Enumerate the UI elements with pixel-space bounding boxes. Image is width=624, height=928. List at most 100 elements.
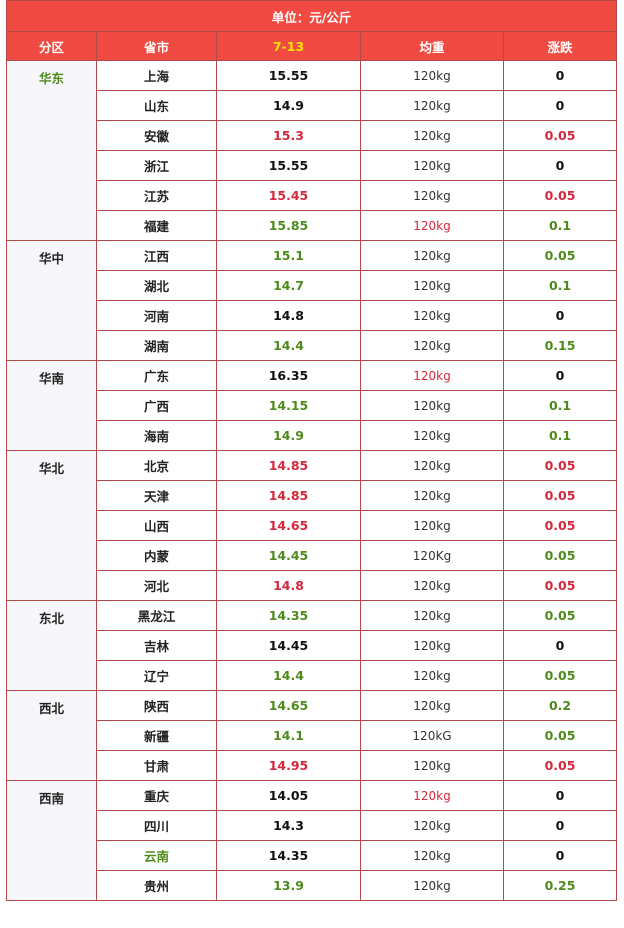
province-cell: 新疆 [96,720,217,751]
table-row: 内蒙 14.45 120Kg 0.05 [7,540,618,571]
weight-cell: 120kg [360,870,504,901]
province-cell: 天津 [96,480,217,511]
price-cell: 14.35 [216,600,361,631]
table-row: 河南 14.8 120kg 0 [7,300,618,331]
table-row: 福建 15.85 120kg 0.1 [7,210,618,241]
weight-cell: 120kg [360,780,504,811]
table-row: 华南 广东 16.35 120kg 0 [6,360,618,451]
price-cell: 14.45 [216,540,361,571]
weight-cell: 120kg [360,210,504,241]
province-cell: 安徽 [96,120,217,151]
unit-row: 单位：元/公斤 [5,0,618,32]
change-cell: 0.1 [502,270,618,301]
price-cell: 14.4 [216,330,361,361]
table-row: 云南 14.35 120kg 0 [7,840,618,871]
table-row: 四川 14.3 120kg 0 [7,810,618,841]
region-cell: 华北 [6,450,97,601]
table-row: 华北 北京 14.85 120kg 0.05 [6,450,618,601]
price-cell: 13.9 [216,870,361,901]
weight-cell: 120kg [360,420,504,451]
change-cell: 0.1 [502,210,618,241]
weight-cell: 120kg [360,90,504,121]
change-cell: 0 [502,780,618,811]
change-cell: 0.05 [502,750,618,781]
province-cell: 湖南 [96,330,217,361]
change-cell: 0.05 [502,240,618,271]
table-row: 华中 江西 15.1 120kg 0.05 [6,240,618,361]
change-cell: 0 [502,60,618,91]
change-cell: 0 [502,150,618,181]
change-cell: 0 [502,360,618,391]
table-row: 西北 陕西 14.65 120kg 0.2 [6,690,618,781]
weight-cell: 120kg [360,180,504,211]
province-cell: 江苏 [96,180,217,211]
price-cell: 16.35 [216,360,361,391]
province-cell: 吉林 [96,630,217,661]
province-cell: 河北 [96,570,217,601]
change-cell: 0.05 [502,510,618,541]
change-cell: 0 [502,840,618,871]
change-cell: 0.05 [502,120,618,151]
price-cell: 14.45 [216,630,361,661]
change-cell: 0.05 [502,480,618,511]
table-row: 辽宁 14.4 120kg 0.05 [7,660,618,691]
weight-cell: 120kg [360,360,504,391]
weight-cell: 120kg [360,510,504,541]
price-cell: 15.3 [216,120,361,151]
weight-cell: 120kg [360,600,504,631]
province-cell: 广西 [96,390,217,421]
province-cell: 浙江 [96,150,217,181]
change-cell: 0.2 [502,690,618,721]
region-cell: 华中 [6,240,97,361]
change-cell: 0.25 [502,870,618,901]
weight-cell: 120kg [360,630,504,661]
price-cell: 14.85 [216,480,361,511]
table-body: 华东 上海 15.55 120kg 0 山东 14.9 120kg 0 安徽 15.3 120kg 0.… [6,60,618,901]
price-cell: 14.85 [216,450,361,481]
table-row: 天津 14.85 120kg 0.05 [7,480,618,511]
weight-cell: 120kg [360,570,504,601]
region-cell: 华南 [6,360,97,451]
price-cell: 14.95 [216,750,361,781]
table-row: 东北 黑龙江 14.35 120kg 0.05 [6,600,618,691]
weight-cell: 120kg [360,330,504,361]
table-row: 江苏 15.45 120kg 0.05 [7,180,618,211]
change-cell: 0 [502,90,618,121]
price-cell: 14.9 [216,90,361,121]
price-cell: 14.8 [216,570,361,601]
header-region: 分区 [6,31,97,61]
region-cell: 西南 [6,780,97,901]
change-cell: 0.05 [502,720,618,751]
region-cell: 西北 [6,690,97,781]
weight-cell: 120kg [360,840,504,871]
price-cell: 15.55 [216,150,361,181]
table-row: 广西 14.15 120kg 0.1 [7,390,618,421]
region-cell: 东北 [6,600,97,691]
province-cell: 福建 [96,210,217,241]
province-cell: 上海 [96,60,217,91]
price-cell: 14.65 [216,690,361,721]
province-cell: 江西 [96,240,217,271]
table-row: 吉林 14.45 120kg 0 [7,630,618,661]
weight-cell: 120Kg [360,540,504,571]
province-cell: 山东 [96,90,217,121]
province-cell: 海南 [96,420,217,451]
price-cell: 14.8 [216,300,361,331]
change-cell: 0.1 [502,420,618,451]
weight-cell: 120kg [360,690,504,721]
table-row: 安徽 15.3 120kg 0.05 [7,120,618,151]
price-cell: 15.85 [216,210,361,241]
table-row: 浙江 15.55 120kg 0 [7,150,618,181]
table-row: 华东 上海 15.55 120kg 0 [6,60,618,241]
header-row: 分区 省市 7-13 均重 涨跌 [6,31,618,61]
change-cell: 0.05 [502,540,618,571]
price-cell: 15.1 [216,240,361,271]
table-row: 湖北 14.7 120kg 0.1 [7,270,618,301]
weight-cell: 120kg [360,240,504,271]
price-cell: 15.45 [216,180,361,211]
weight-cell: 120kg [360,480,504,511]
province-cell: 贵州 [96,870,217,901]
change-cell: 0.05 [502,660,618,691]
table-row: 海南 14.9 120kg 0.1 [7,420,618,451]
table-row: 贵州 13.9 120kg 0.25 [7,870,618,901]
